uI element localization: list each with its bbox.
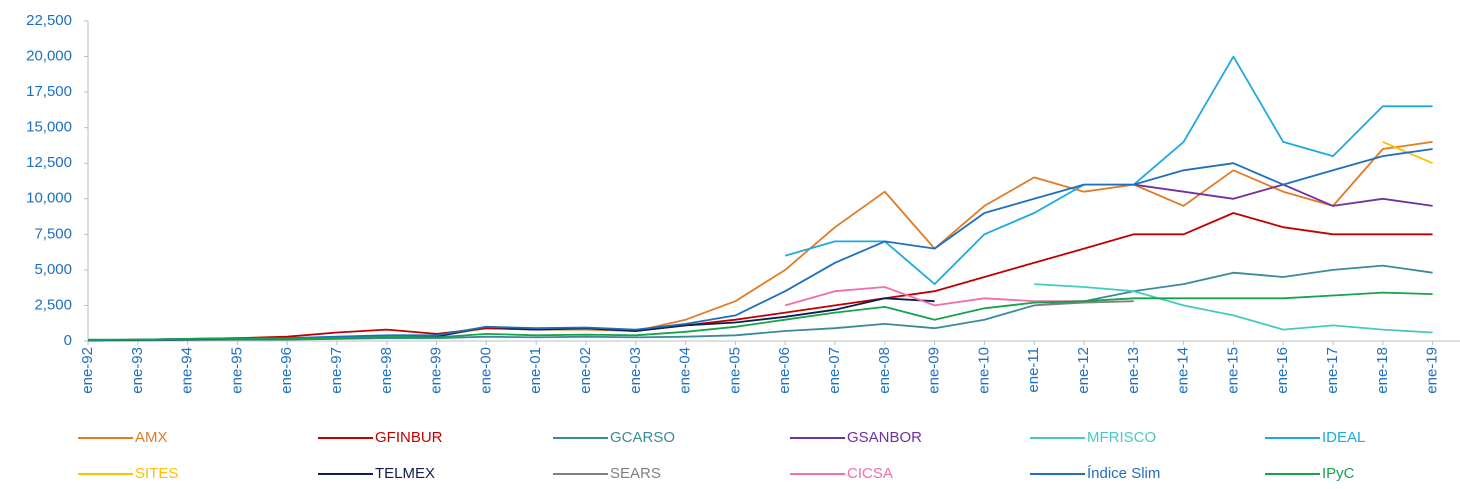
y-tick-label: 10,000: [26, 190, 72, 207]
legend-label: IPyC: [1322, 465, 1355, 482]
legend-label: GSANBOR: [847, 429, 922, 446]
y-tick-label: 5,000: [34, 261, 72, 278]
y-tick-label: 22,500: [26, 12, 72, 29]
series-line: [87, 141, 1433, 342]
series-line: [1133, 183, 1433, 207]
series-line: [87, 148, 1433, 342]
x-tick-label: ene-93: [129, 347, 146, 394]
x-tick-label: ene-12: [1075, 347, 1092, 394]
legend-label: CICSA: [847, 465, 893, 482]
x-tick-label: ene-98: [378, 347, 395, 394]
legend-label: GCARSO: [610, 429, 675, 446]
x-tick-label: ene-04: [677, 347, 694, 394]
y-tick-label: 12,500: [26, 154, 72, 171]
legend-label: SITES: [135, 465, 178, 482]
x-tick-label: ene-11: [1025, 347, 1042, 393]
series-line: [1034, 283, 1433, 334]
y-tick-label: 17,500: [26, 83, 72, 100]
x-tick-label: ene-99: [428, 347, 445, 394]
y-tick-label: 0: [64, 332, 72, 349]
x-tick-label: ene-19: [1424, 347, 1441, 394]
x-tick-label: ene-17: [1324, 347, 1341, 394]
x-tick-label: ene-16: [1274, 347, 1291, 394]
legend-label: GFINBUR: [375, 429, 443, 446]
x-tick-label: ene-14: [1175, 347, 1192, 394]
x-tick-label: ene-18: [1374, 347, 1391, 394]
x-tick-label: ene-13: [1125, 347, 1142, 394]
series-line: [87, 212, 1433, 342]
x-tick-label: ene-92: [79, 347, 96, 394]
x-tick-label: ene-94: [179, 347, 196, 394]
x-tick-label: ene-05: [726, 347, 743, 394]
y-tick-label: 2,500: [34, 296, 72, 313]
y-tick-label: 7,500: [34, 225, 72, 242]
series-line: [1034, 300, 1134, 307]
x-tick-label: ene-96: [278, 347, 295, 394]
legend-label: TELMEX: [375, 465, 435, 482]
y-tick-label: 20,000: [26, 48, 72, 65]
x-tick-label: ene-07: [826, 347, 843, 394]
x-tick-label: ene-08: [876, 347, 893, 394]
legend-label: AMX: [135, 429, 168, 446]
x-tick-label: ene-15: [1224, 347, 1241, 394]
x-tick-label: ene-03: [627, 347, 644, 394]
y-tick-label: 15,000: [26, 119, 72, 136]
x-tick-label: ene-95: [228, 347, 245, 394]
legend-label: SEARS: [610, 465, 661, 482]
x-tick-label: ene-01: [527, 347, 544, 394]
legend-label: MFRISCO: [1087, 429, 1156, 446]
legend-label: Índice Slim: [1087, 465, 1160, 482]
x-tick-label: ene-10: [975, 347, 992, 394]
legend-label: IDEAL: [1322, 429, 1365, 446]
x-tick-label: ene-06: [776, 347, 793, 394]
series-line: [784, 286, 1084, 307]
x-tick-label: ene-00: [477, 347, 494, 394]
x-tick-label: ene-97: [328, 347, 345, 394]
x-tick-label: ene-02: [577, 347, 594, 394]
x-tick-label: ene-09: [926, 347, 943, 394]
series-line: [88, 291, 1433, 341]
